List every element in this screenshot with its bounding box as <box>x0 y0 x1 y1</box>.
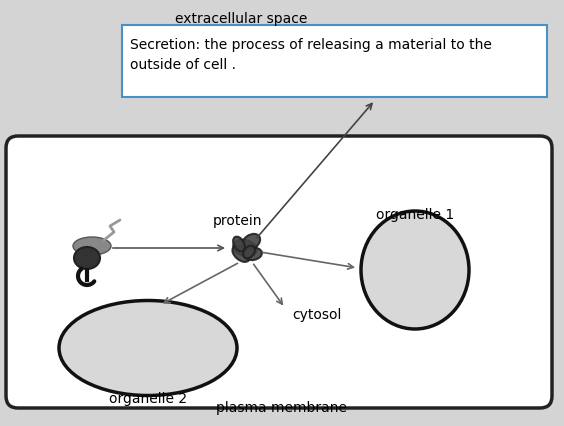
Text: extracellular space: extracellular space <box>175 12 307 26</box>
Ellipse shape <box>232 246 250 262</box>
Text: protein: protein <box>212 214 262 228</box>
FancyBboxPatch shape <box>122 25 547 97</box>
Text: organelle 2: organelle 2 <box>109 392 187 406</box>
Text: plasma membrane: plasma membrane <box>217 401 347 415</box>
FancyBboxPatch shape <box>6 136 552 408</box>
Ellipse shape <box>243 246 255 258</box>
Ellipse shape <box>242 234 260 250</box>
Ellipse shape <box>59 300 237 395</box>
Ellipse shape <box>74 247 100 269</box>
Text: cytosol: cytosol <box>292 308 341 322</box>
Ellipse shape <box>361 211 469 329</box>
Ellipse shape <box>233 240 257 256</box>
Text: outside of cell .: outside of cell . <box>130 58 236 72</box>
Ellipse shape <box>244 248 262 260</box>
Text: organelle 1: organelle 1 <box>376 208 454 222</box>
Text: Secretion: the process of releasing a material to the: Secretion: the process of releasing a ma… <box>130 38 492 52</box>
Ellipse shape <box>233 236 245 251</box>
Ellipse shape <box>73 237 111 255</box>
